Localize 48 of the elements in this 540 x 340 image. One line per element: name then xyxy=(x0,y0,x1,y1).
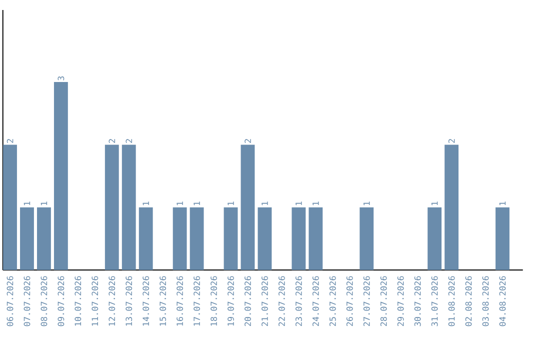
x-tick-label: 27.07.2026 xyxy=(363,276,370,326)
data-label: 1 xyxy=(142,202,149,206)
x-tick-label: 21.07.2026 xyxy=(262,276,268,326)
x-tick-label: 30.07.2026 xyxy=(414,276,421,326)
x-tick-label: 23.07.2026 xyxy=(296,276,302,326)
x-tick-label: 07.07.2026 xyxy=(24,276,30,326)
x-tick-label: 06.07.2026 xyxy=(6,276,14,326)
data-label: 1 xyxy=(262,202,268,206)
x-tick-label: 22.07.2026 xyxy=(278,276,285,326)
x-tick-label: 29.07.2026 xyxy=(397,276,404,326)
data-label: 2 xyxy=(6,139,14,143)
data-label: 2 xyxy=(244,139,251,143)
data-label: 2 xyxy=(448,139,455,143)
x-tick-label: 03.08.2026 xyxy=(482,276,489,326)
x-tick-label: 24.07.2026 xyxy=(312,276,319,326)
data-label: 1 xyxy=(312,202,319,206)
x-tick-label: 04.08.2026 xyxy=(499,276,506,326)
x-tick-label: 16.07.2026 xyxy=(176,276,184,326)
data-label: 1 xyxy=(499,202,506,206)
x-tick-label: 12.07.2026 xyxy=(108,276,116,326)
data-label: 1 xyxy=(176,202,183,206)
data-label: 1 xyxy=(24,202,30,206)
data-label: 1 xyxy=(296,202,302,206)
x-tick-label: 11.07.2026 xyxy=(92,276,98,326)
x-tick-label: 14.07.2026 xyxy=(142,276,150,326)
x-tick-label: 10.07.2026 xyxy=(74,276,82,326)
data-label: 2 xyxy=(108,139,116,143)
x-tick-label: 17.07.2026 xyxy=(194,276,200,326)
data-label: 1 xyxy=(364,202,370,206)
x-tick-label: 20.07.2026 xyxy=(244,276,251,326)
data-label: 1 xyxy=(40,202,48,206)
x-tick-label: 01.08.2026 xyxy=(448,276,455,326)
x-tick-label: 31.07.2026 xyxy=(431,276,438,326)
x-tick-label: 26.07.2026 xyxy=(346,276,353,326)
x-tick-label: 09.07.2026 xyxy=(58,276,64,326)
data-label: 2 xyxy=(126,139,132,143)
data-label: 3 xyxy=(58,76,64,80)
data-label: 1 xyxy=(194,202,200,206)
x-tick-label: 13.07.2026 xyxy=(126,276,132,326)
x-tick-label: 15.07.2026 xyxy=(160,276,166,326)
x-tick-label: 28.07.2026 xyxy=(380,276,387,326)
x-tick-label: 02.08.2026 xyxy=(465,276,472,326)
data-label: 1 xyxy=(431,202,438,206)
x-tick-label: 18.07.2026 xyxy=(210,276,218,326)
data-label: 1 xyxy=(228,202,234,206)
x-tick-label: 25.07.2026 xyxy=(329,276,336,326)
x-tick-label: 19.07.2026 xyxy=(228,276,234,326)
x-tick-label: 08.07.2026 xyxy=(40,276,48,326)
